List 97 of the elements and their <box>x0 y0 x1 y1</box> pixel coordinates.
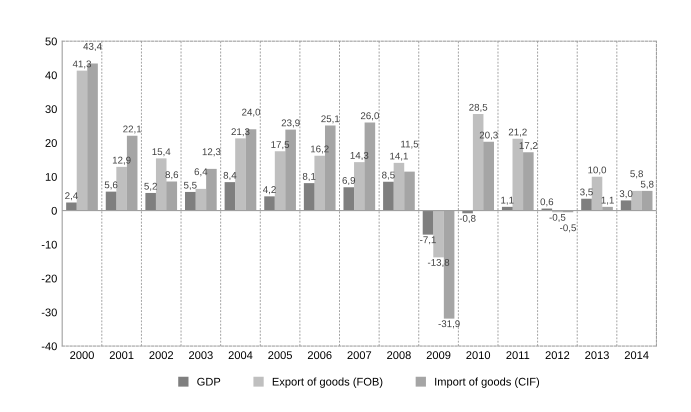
data-label: 4,2 <box>262 186 276 194</box>
bar <box>620 200 632 211</box>
y-tick-label: -30 <box>42 308 57 316</box>
x-tick-label: 2003 <box>189 351 213 360</box>
x-tick-label: 2014 <box>624 351 649 360</box>
data-label: 5,8 <box>630 170 643 178</box>
x-tick-label: 2009 <box>426 351 450 360</box>
data-label: 20,3 <box>480 132 498 140</box>
data-label: 5,2 <box>144 182 157 191</box>
bar <box>422 210 434 235</box>
data-label: 1,1 <box>602 196 614 205</box>
x-tick-label: 2007 <box>348 351 372 360</box>
data-label: 43,4 <box>83 42 102 51</box>
x-tick-label: 2006 <box>308 351 332 360</box>
data-label: 17,2 <box>520 142 538 150</box>
data-label: 22,1 <box>123 126 142 134</box>
y-tick-label: 20 <box>46 139 57 147</box>
x-tick-label: 2013 <box>585 351 609 360</box>
data-label: 1,1 <box>501 196 514 205</box>
bar <box>185 192 196 211</box>
y-tick-label: 30 <box>45 105 57 114</box>
bar <box>145 192 156 211</box>
data-label: -0,8 <box>460 214 476 223</box>
bar <box>462 210 473 214</box>
x-tick-label: 2002 <box>149 351 174 360</box>
y-tick-label: 0 <box>52 206 57 215</box>
legend-label: Export of goods (FOB) <box>272 377 382 388</box>
data-label: 5,6 <box>104 181 118 190</box>
y-tick-label: -20 <box>42 274 57 282</box>
legend-label: GDP <box>197 378 220 386</box>
x-tick-label: 2000 <box>70 351 94 360</box>
x-tick-label: 2011 <box>506 351 530 360</box>
x-tick-label: 2004 <box>228 351 253 360</box>
data-label: 23,9 <box>282 119 300 128</box>
data-label: 0,6 <box>540 198 554 206</box>
bar <box>592 176 602 211</box>
bar <box>66 202 77 211</box>
bar <box>235 138 246 211</box>
bar <box>274 151 286 211</box>
bar <box>264 196 275 211</box>
data-label: 10,0 <box>588 166 606 175</box>
bar <box>394 162 404 211</box>
data-label: 3,5 <box>580 188 593 197</box>
data-label: 21,3 <box>231 128 250 136</box>
data-label: 41,3 <box>72 60 92 69</box>
y-tick-label: 10 <box>46 172 57 181</box>
data-label: 21,2 <box>508 128 527 137</box>
bar <box>343 187 354 211</box>
x-tick-label: 2010 <box>466 351 490 360</box>
data-label: 3,0 <box>620 190 632 198</box>
bar <box>76 70 88 211</box>
y-tick-label: 40 <box>45 71 57 80</box>
data-label: 28,5 <box>469 104 488 112</box>
data-label: 5,8 <box>640 180 654 189</box>
bar <box>106 192 116 211</box>
data-label: 8,4 <box>224 172 236 180</box>
data-label: -31,9 <box>438 320 460 328</box>
x-tick-label: 2005 <box>268 351 292 360</box>
data-label: 14,1 <box>390 152 408 161</box>
data-label: 25,1 <box>321 115 340 124</box>
bar <box>116 166 127 211</box>
data-label: 5,5 <box>184 182 197 190</box>
data-label: 12,3 <box>202 148 220 156</box>
data-label: 8,6 <box>165 171 178 180</box>
data-label: 11,5 <box>401 140 418 149</box>
data-label: -0,5 <box>560 224 576 232</box>
bar <box>196 188 206 211</box>
y-tick-label: 50 <box>45 37 57 46</box>
y-tick-label: -40 <box>42 342 57 350</box>
data-label: 6,9 <box>342 177 356 186</box>
data-label: 24,0 <box>242 108 260 117</box>
y-tick-label: -10 <box>42 240 57 249</box>
bar <box>304 183 314 211</box>
data-label: 12,9 <box>112 156 131 165</box>
x-tick-label: 2008 <box>387 351 411 360</box>
bar <box>383 182 394 211</box>
bar <box>156 158 167 211</box>
bar <box>224 182 236 211</box>
data-label: 17,5 <box>271 141 290 150</box>
bar <box>314 156 325 211</box>
data-label: 8,5 <box>382 172 395 180</box>
x-tick-label: 2012 <box>546 351 570 360</box>
data-label: -7,1 <box>420 236 436 244</box>
data-label: 15,4 <box>152 148 170 156</box>
data-label: 16,2 <box>310 146 329 154</box>
bar <box>631 190 642 211</box>
data-label: 6,4 <box>194 168 208 176</box>
bar <box>354 162 365 211</box>
data-label: 26,0 <box>360 112 379 120</box>
bar <box>581 198 592 211</box>
x-tick-label: 2001 <box>110 351 134 360</box>
legend-label: Import of goods (CIF) <box>435 377 540 388</box>
data-label: 14,3 <box>350 152 368 160</box>
data-label: -13,8 <box>428 258 450 268</box>
data-label: 2,4 <box>65 192 78 200</box>
data-label: -0,5 <box>549 214 566 222</box>
data-label: 8,1 <box>302 172 316 181</box>
